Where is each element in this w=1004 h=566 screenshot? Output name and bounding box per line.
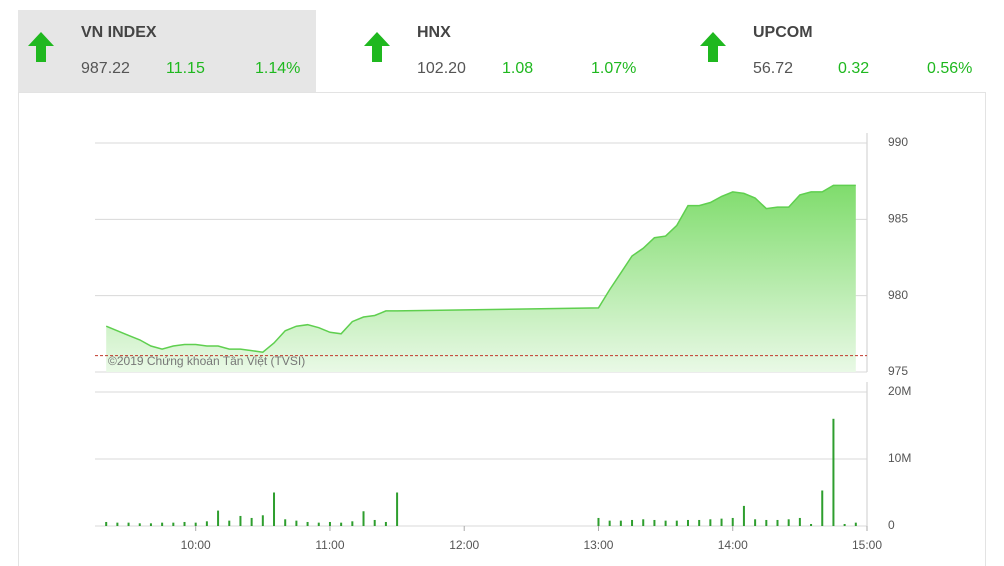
volume-bar: [217, 510, 220, 526]
volume-bar: [709, 519, 712, 526]
volume-bar: [340, 522, 343, 526]
index-card[interactable]: VN INDEX 987.22 11.15 1.14%: [18, 10, 316, 92]
index-header: VN INDEX 987.22 11.15 1.14% HNX 102.20 1…: [0, 0, 1004, 92]
index-percent: 1.07%: [591, 60, 637, 77]
volume-bar: [194, 522, 197, 526]
volume-bar: [765, 519, 768, 526]
volume-bar: [798, 517, 801, 526]
volume-bar: [742, 505, 745, 526]
index-change: 1.08: [502, 60, 534, 77]
index-change: 11.15: [166, 60, 205, 77]
index-change: 0.32: [838, 60, 870, 77]
volume-bar: [228, 520, 231, 526]
index-percent: 0.56%: [927, 60, 973, 77]
volume-bar: [362, 511, 365, 526]
volume-bar: [832, 418, 835, 526]
y-tick-label: 985: [888, 212, 908, 226]
volume-bar: [295, 520, 298, 526]
volume-bar: [328, 521, 331, 526]
volume-bar: [597, 517, 600, 526]
volume-bar: [384, 521, 387, 526]
volume-bar: [273, 492, 276, 526]
volume-bar: [351, 521, 354, 526]
volume-bar: [776, 519, 779, 526]
index-value: 56.72: [753, 60, 794, 77]
volume-bar: [306, 521, 309, 526]
volume-bar: [183, 521, 186, 526]
volume-bar: [619, 520, 622, 526]
x-tick-label: 13:00: [583, 538, 613, 552]
volume-bar: [239, 515, 242, 526]
volume-bar: [698, 519, 701, 526]
volume-bar: [686, 519, 689, 526]
volume-bar: [172, 522, 175, 526]
y-tick-label: 10M: [888, 451, 911, 465]
volume-bar: [653, 519, 656, 526]
volume-bar: [642, 519, 645, 526]
index-value: 102.20: [417, 60, 466, 77]
volume-bar: [731, 517, 734, 526]
volume-bar: [664, 520, 667, 526]
copyright: ©2019 Chứng khoán Tân Việt (TVSI): [108, 354, 305, 368]
x-tick-label: 12:00: [449, 538, 479, 552]
volume-bar: [631, 519, 634, 526]
index-percent: 1.14%: [255, 60, 301, 77]
y-tick-label: 20M: [888, 384, 911, 398]
price-line: [105, 184, 856, 353]
volume-bar: [396, 492, 399, 526]
y-tick-label: 975: [888, 364, 908, 378]
price-area: [106, 185, 856, 372]
y-tick-label: 990: [888, 135, 908, 149]
volume-bar: [205, 521, 208, 526]
index-name: UPCOM: [753, 24, 813, 41]
volume-bar: [105, 521, 108, 526]
volume-bar: [116, 522, 119, 526]
index-card[interactable]: HNX 102.20 1.08 1.07%: [354, 10, 652, 92]
index-value: 987.22: [81, 60, 130, 77]
volume-bar: [608, 520, 611, 526]
volume-bar: [821, 490, 824, 526]
volume-bar: [138, 523, 141, 526]
volume-bar: [317, 522, 320, 526]
volume-bar: [843, 523, 846, 526]
volume-bar: [373, 519, 376, 526]
volume-bar: [675, 520, 678, 526]
volume-bar: [754, 519, 757, 526]
index-card[interactable]: UPCOM 56.72 0.32 0.56%: [690, 10, 988, 92]
up-arrow: [28, 32, 54, 62]
volume-bar: [127, 522, 130, 526]
x-tick-label: 14:00: [718, 538, 748, 552]
volume-bar: [810, 523, 813, 526]
volume-bar: [161, 522, 164, 526]
volume-bar: [854, 522, 857, 526]
y-tick-label: 0: [888, 518, 895, 532]
index-name: VN INDEX: [81, 24, 157, 41]
x-tick-label: 10:00: [181, 538, 211, 552]
volume-bar: [787, 519, 790, 526]
volume-bar: [261, 515, 264, 526]
x-tick-label: 11:00: [315, 538, 344, 552]
up-arrow: [700, 32, 726, 62]
up-arrow: [364, 32, 390, 62]
volume-bar: [250, 517, 253, 526]
volume-bar: [284, 519, 287, 526]
index-name: HNX: [417, 24, 451, 41]
chart-frame: [18, 92, 986, 566]
volume-bar: [149, 523, 152, 526]
x-tick-label: 15:00: [852, 538, 882, 552]
y-tick-label: 980: [888, 288, 908, 302]
volume-bar: [720, 518, 723, 526]
